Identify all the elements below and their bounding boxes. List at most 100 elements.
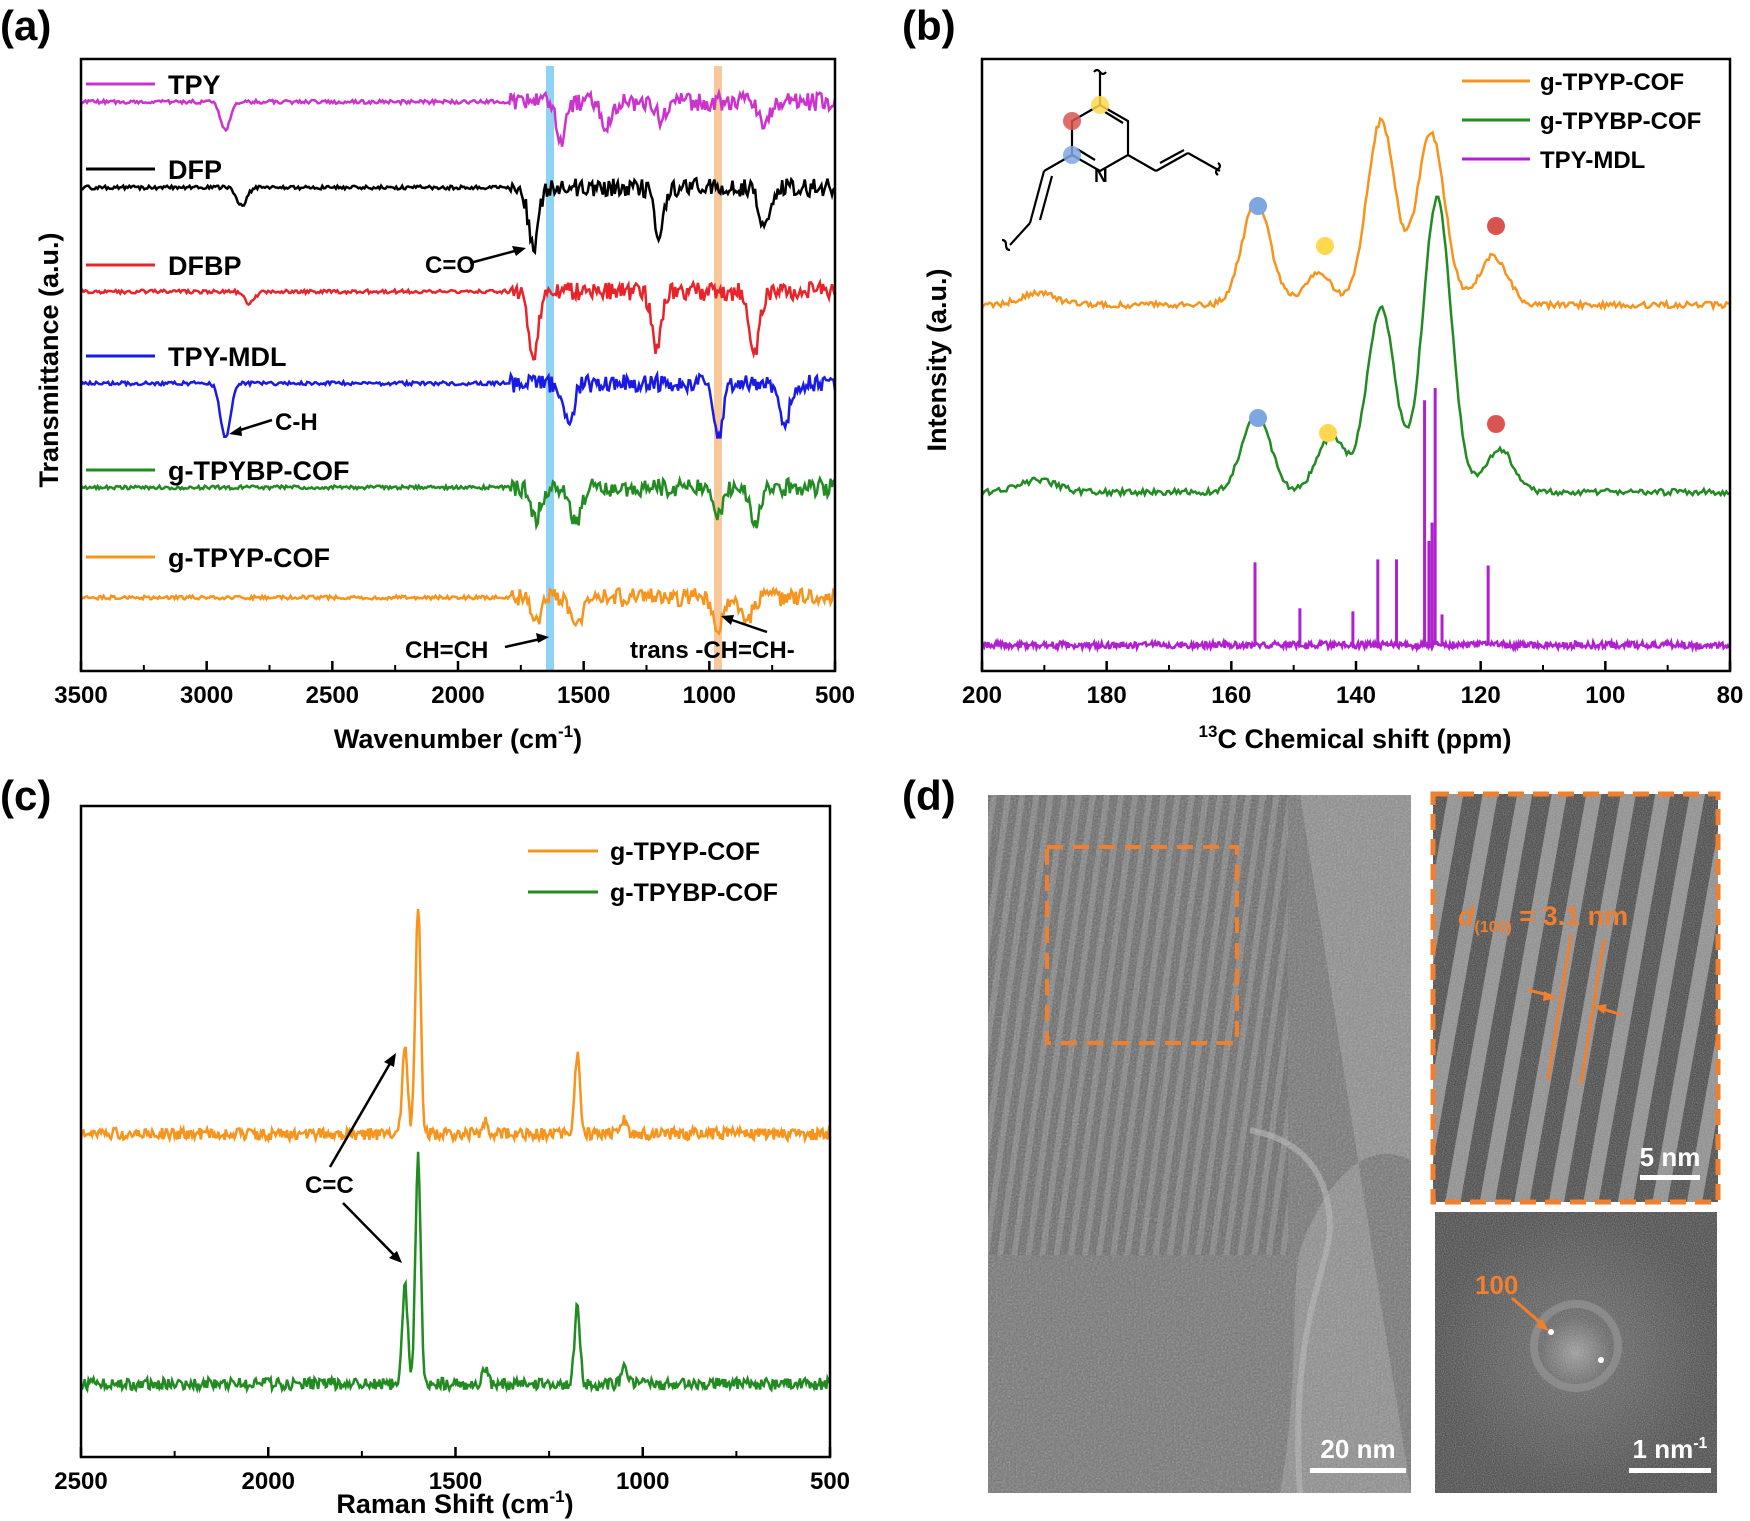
raman-chart: g-TPYP-COF g-TPYBP-COF C=C 2500 2000 1500 10…	[54, 804, 850, 1519]
fft-image: 100 1 nm-1	[1435, 1212, 1717, 1493]
highlight-band-orange	[714, 66, 722, 670]
series-line-g-tpybp-cof	[980, 195, 1731, 499]
series-line-tpy-mdl	[79, 369, 837, 439]
annotation-c-c: C=C	[305, 1172, 354, 1199]
series-line-dfbp	[79, 278, 837, 361]
svg-text:1 nm-1: 1 nm-1	[1633, 1434, 1708, 1464]
annotation-c-o: C=O	[425, 252, 475, 279]
legend-label-g-tpybp-cof: g-TPYBP-COF	[610, 879, 778, 907]
arrow-c-c-upper	[328, 1059, 394, 1168]
arrowhead-c-c-lower	[389, 1251, 402, 1263]
x-tick-label: 160	[1211, 682, 1251, 709]
zoom-frame	[1430, 791, 1721, 1205]
x-tick-label: 80	[1717, 682, 1744, 709]
annotation-ch-ch: CH=CH	[405, 637, 488, 664]
svg-text:Wavenumber (cm-1): Wavenumber (cm-1)	[334, 722, 582, 754]
series-line-g-tpybp-cof	[79, 474, 836, 531]
svg-text:13C Chemical shift (ppm): 13C Chemical shift (ppm)	[1199, 722, 1512, 754]
arrowhead-c-c-upper	[384, 1053, 396, 1067]
scale-label-zoom: 5 nm	[1640, 1142, 1701, 1172]
x-tick-label: 180	[1087, 682, 1127, 709]
n-label-ring: N	[1094, 166, 1108, 187]
series-line-dfp	[80, 176, 836, 256]
fft-arrow	[1511, 1296, 1545, 1328]
scale-bar-fft	[1629, 1468, 1711, 1473]
scale-bar-zoom	[1640, 1175, 1700, 1180]
dot-red-1	[1487, 217, 1505, 235]
dot-yellow-mol	[1091, 96, 1109, 114]
tem-zoom-image: d(100) = 3.1 nm 5 nm	[1430, 791, 1721, 1205]
panel-label-d: (d)	[902, 772, 956, 819]
x-axis-label-a: Wavenumber (cm-1)	[334, 722, 582, 754]
arrow-c-c-lower	[342, 1202, 398, 1259]
nmr-chart: N g-TPYP-COF g-TPYBP-COF TPY-MDL 200 180 160…	[922, 57, 1744, 754]
x-tick-label: 500	[815, 682, 855, 709]
annotation-trans: trans -CH=CH-	[630, 637, 795, 664]
svg-text:Raman Shift (cm-1): Raman Shift (cm-1)	[336, 1487, 573, 1519]
panel-label-c: (c)	[0, 772, 51, 819]
x-tick-label: 2000	[242, 1468, 295, 1495]
arrowhead-c-h	[229, 426, 242, 436]
x-axis-label-c: Raman Shift (cm-1)	[336, 1487, 573, 1519]
legend-label-tpy: TPY	[168, 70, 221, 100]
legend-label-tpy-mdl: TPY-MDL	[1540, 147, 1645, 174]
legend-label-dfp: DFP	[168, 155, 222, 185]
arrowhead-ch-ch	[536, 633, 549, 643]
tem-main-image: 20 nm	[988, 795, 1411, 1494]
x-tick-label: 3500	[54, 682, 107, 709]
dot-yellow-1	[1316, 237, 1334, 255]
x-tick-label: 1000	[616, 1468, 669, 1495]
x-tick-label: 3000	[180, 682, 233, 709]
legend-label-g-tpyp-cof: g-TPYP-COF	[610, 838, 760, 866]
y-axis-label-a: Transmittance (a.u.)	[34, 232, 64, 487]
series-line-g-tpybp-cof	[80, 1151, 832, 1395]
arrow-c-o	[469, 247, 523, 265]
x-tick-label: 200	[962, 682, 1002, 709]
tem-images: 20 nm d(100) = 3.1 nm 5 nm 100	[988, 791, 1721, 1494]
x-tick-label: 120	[1461, 682, 1501, 709]
series-line-g-tpyp-cof	[79, 908, 832, 1145]
panel-label-a: (a)	[0, 2, 51, 49]
x-tick-label: 2000	[431, 682, 484, 709]
scale-label-fft: 1 nm-1	[1633, 1434, 1708, 1464]
dot-blue-mol	[1063, 146, 1081, 164]
x-tick-label: 1500	[557, 682, 610, 709]
legend-label-tpy-mdl: TPY-MDL	[168, 342, 287, 372]
y-axis-label-b: Intensity (a.u.)	[922, 268, 952, 451]
dot-red-mol	[1063, 112, 1081, 130]
arrowhead-c-o	[512, 246, 526, 256]
dot-red-2	[1487, 415, 1505, 433]
dot-blue-1	[1249, 197, 1267, 215]
series-line-tpy	[80, 87, 837, 147]
series-line-g-tpyp-cof	[980, 116, 1731, 312]
svg-text:d(100) = 3.1 nm: d(100) = 3.1 nm	[1458, 901, 1628, 936]
legend-label-g-tpybp-cof: g-TPYBP-COF	[1540, 108, 1701, 135]
ftir-chart: TPY DFP DFBP TPY-MDL g-TPYBP-COF g-TPYP-COF C…	[34, 57, 855, 754]
zoom-region-box	[1045, 845, 1239, 1045]
legend-label-g-tpybp-cof: g-TPYBP-COF	[168, 456, 350, 486]
series-baseline-tpy-mdl	[980, 636, 1731, 654]
highlight-band-blue	[546, 66, 554, 670]
x-tick-label: 140	[1336, 682, 1376, 709]
x-tick-label: 100	[1585, 682, 1625, 709]
legend-label-g-tpyp-cof: g-TPYP-COF	[1540, 69, 1684, 96]
legend-label-g-tpyp-cof: g-TPYP-COF	[168, 543, 330, 573]
fft-spot-label: 100	[1475, 1270, 1518, 1300]
fringe-line-2	[1579, 939, 1606, 1085]
arrow-trans	[725, 616, 768, 634]
annotation-c-h: C-H	[275, 409, 318, 436]
scale-label-main: 20 nm	[1320, 1434, 1395, 1464]
scale-bar-main	[1310, 1468, 1406, 1473]
d-spacing-label: d(100) = 3.1 nm	[1458, 901, 1628, 936]
legend-label-dfbp: DFBP	[168, 251, 242, 281]
dot-yellow-2	[1319, 424, 1337, 442]
x-axis-label-b: 13C Chemical shift (ppm)	[1199, 722, 1512, 754]
dot-blue-2	[1249, 409, 1267, 427]
x-tick-label: 500	[810, 1468, 850, 1495]
x-tick-label: 2500	[54, 1468, 107, 1495]
x-tick-label: 1000	[683, 682, 736, 709]
panel-label-b: (b)	[902, 2, 956, 49]
molecule-structure	[1001, 68, 1222, 252]
fringe-line-1	[1546, 934, 1573, 1081]
